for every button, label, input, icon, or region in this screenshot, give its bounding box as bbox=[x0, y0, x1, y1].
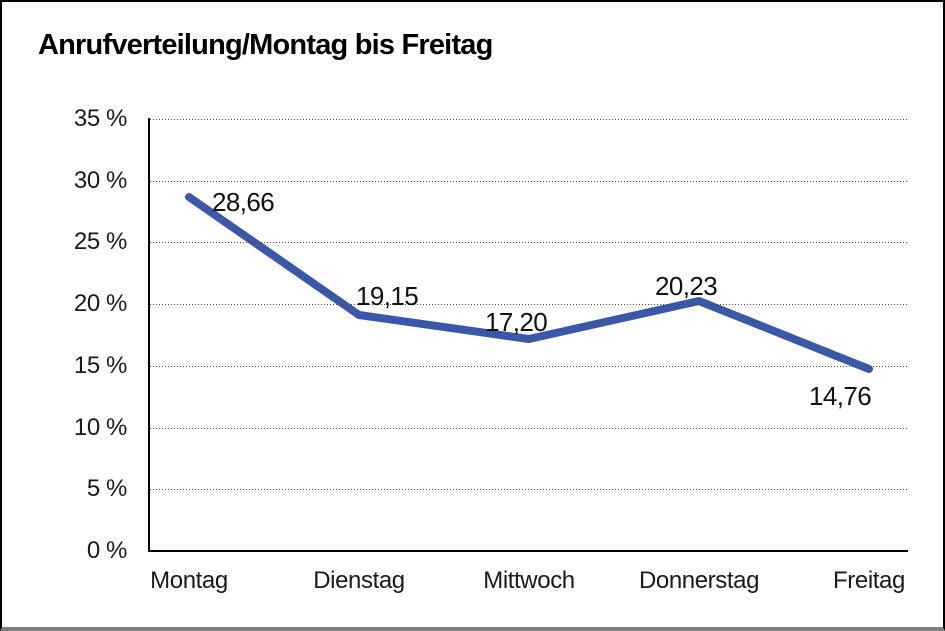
gridline bbox=[150, 304, 907, 305]
y-axis-tick-label: 20 % bbox=[73, 290, 128, 317]
y-axis-tick-label: 30 % bbox=[73, 167, 128, 194]
data-point-value-label: 28,66 bbox=[212, 187, 275, 217]
y-axis-tick-label: 35 % bbox=[73, 105, 128, 132]
x-axis-category-label: Donnerstag bbox=[638, 567, 760, 594]
data-point-value-label: 17,20 bbox=[485, 307, 548, 337]
gridline bbox=[150, 489, 907, 490]
gridline bbox=[150, 181, 907, 182]
data-line bbox=[185, 193, 873, 373]
y-axis-line bbox=[148, 118, 150, 552]
data-point-value-label: 19,15 bbox=[356, 281, 419, 311]
data-point-value-label: 14,76 bbox=[809, 381, 872, 411]
gridline bbox=[150, 242, 907, 243]
gridline bbox=[150, 366, 907, 367]
y-axis-tick-label: 5 % bbox=[86, 475, 128, 502]
y-axis-tick-label: 25 % bbox=[73, 228, 128, 255]
gridline bbox=[150, 119, 907, 120]
x-axis-category-label: Dienstag bbox=[313, 567, 405, 594]
x-axis-line bbox=[148, 550, 908, 552]
x-axis-category-label: Montag bbox=[150, 567, 228, 594]
chart-title: Anrufverteilung/Montag bis Freitag bbox=[38, 29, 493, 61]
y-axis-tick-label: 15 % bbox=[73, 352, 128, 379]
gridline bbox=[150, 428, 907, 429]
y-axis-tick-label: 10 % bbox=[73, 414, 128, 441]
x-axis-category-label: Mittwoch bbox=[483, 567, 575, 594]
y-axis-tick-label: 0 % bbox=[86, 537, 128, 564]
data-point-value-label: 20,23 bbox=[655, 271, 718, 301]
x-axis-category-label: Freitag bbox=[833, 567, 905, 594]
